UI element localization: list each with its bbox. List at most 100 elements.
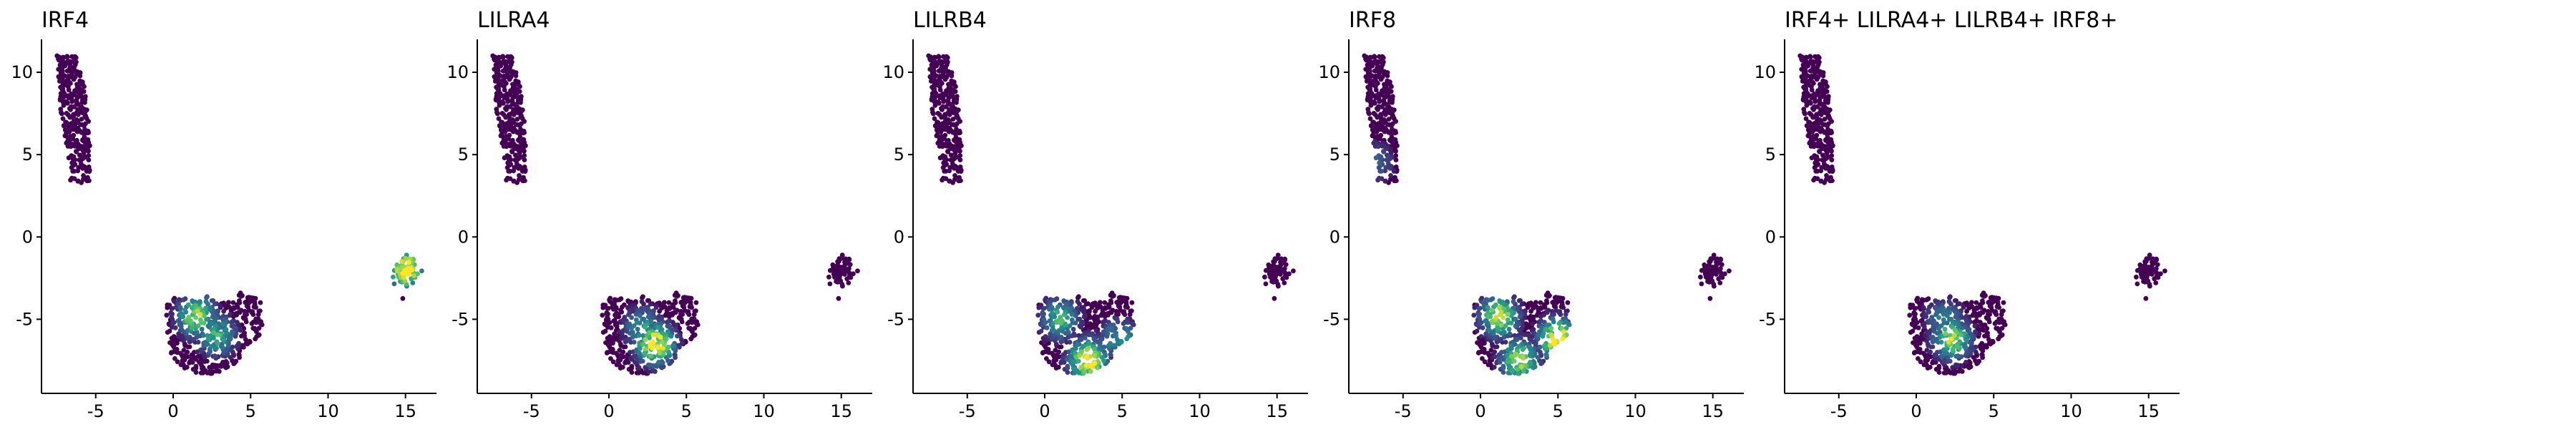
cell-point (1123, 300, 1129, 305)
cell-point (826, 274, 831, 280)
cell-point (185, 302, 191, 308)
cell-point (1998, 317, 2004, 323)
cell-point (1050, 314, 1056, 320)
cell-point (610, 340, 615, 346)
cell-point (1051, 333, 1056, 338)
cell-point (1514, 337, 1520, 343)
cell-point (1077, 353, 1083, 358)
cell-point (176, 334, 181, 339)
x-tick-label: 0 (1475, 401, 1485, 421)
cell-point (1102, 300, 1108, 305)
cell-point (1722, 271, 1727, 277)
cell-point (1051, 360, 1057, 366)
cell-point (1084, 347, 1090, 352)
cell-point (1907, 313, 1913, 318)
cell-point (1820, 73, 1826, 79)
cell-point (945, 55, 950, 61)
cell-point (223, 359, 229, 364)
cell-point (1501, 365, 1506, 370)
cell-point (607, 337, 613, 343)
cell-point (1393, 157, 1399, 163)
cell-point (1124, 295, 1130, 301)
cell-point (1823, 156, 1829, 162)
cell-point (86, 157, 92, 163)
cell-point (618, 296, 624, 302)
cell-point (1373, 155, 1379, 161)
cell-point (1926, 330, 1931, 335)
x-tick-label: 10 (317, 401, 339, 421)
cell-point (209, 298, 215, 303)
cell-point (650, 345, 655, 351)
cell-point (237, 310, 243, 315)
cell-point (1273, 266, 1279, 271)
cell-point (1494, 344, 1500, 350)
cell-point (1486, 314, 1492, 320)
cell-point (1521, 368, 1526, 374)
cell-point (621, 302, 627, 308)
cell-point (640, 358, 645, 364)
cell-point (1799, 57, 1805, 62)
cell-point (855, 268, 860, 274)
cell-point (213, 368, 219, 374)
cell-point (1095, 303, 1100, 308)
cell-point (942, 168, 947, 174)
cell-point (501, 60, 507, 66)
cell-point (170, 311, 175, 317)
cell-point (952, 82, 957, 87)
cell-point (1099, 336, 1105, 342)
cell-point (931, 111, 936, 117)
cell-point (1818, 144, 1824, 149)
cell-point (1956, 368, 1962, 374)
cell-point (954, 96, 960, 101)
cell-point (836, 270, 841, 276)
cell-point (184, 365, 190, 370)
cell-point (648, 301, 653, 307)
cell-point (514, 129, 520, 135)
cell-point (639, 299, 645, 305)
cell-point (2150, 260, 2155, 265)
cell-point (1055, 310, 1060, 315)
cell-point (1069, 353, 1074, 358)
cell-point (165, 330, 170, 335)
cell-point (1373, 74, 1379, 79)
cell-point (72, 176, 77, 182)
cell-point (947, 179, 952, 184)
cell-point (666, 300, 672, 305)
cell-point (1521, 355, 1526, 361)
cell-point (516, 82, 521, 87)
cell-point (500, 54, 506, 60)
cell-point (637, 350, 643, 356)
cell-point (1062, 312, 1067, 318)
cell-point (1818, 129, 1823, 134)
cell-point (69, 104, 74, 109)
cell-point (249, 321, 255, 326)
cell-point (670, 343, 675, 348)
cell-point (1053, 297, 1058, 303)
cell-point (505, 114, 511, 119)
x-tick-label: 15 (1702, 401, 1724, 421)
cell-point (1370, 133, 1375, 139)
cell-point (642, 351, 647, 356)
cell-point (603, 317, 609, 323)
cell-point (499, 82, 504, 88)
cell-point (1513, 323, 1518, 329)
x-tick-label: 5 (681, 401, 692, 421)
cell-point (495, 69, 500, 75)
cell-point (1948, 336, 1954, 342)
cell-point (609, 348, 614, 353)
cell-point (1114, 300, 1120, 305)
cell-point (832, 275, 838, 280)
x-tick-label: -5 (1395, 401, 1412, 421)
cell-point (1964, 338, 1969, 343)
cell-point (1707, 295, 1713, 301)
cell-point (641, 316, 647, 322)
cell-point (927, 57, 932, 62)
cell-point (1918, 340, 1923, 346)
cell-point (1078, 365, 1084, 370)
cell-point (498, 127, 504, 133)
cell-point (1093, 308, 1098, 314)
cell-point (516, 156, 522, 162)
cell-point (1702, 262, 1707, 267)
cell-point (492, 67, 497, 72)
cell-point (77, 107, 83, 112)
